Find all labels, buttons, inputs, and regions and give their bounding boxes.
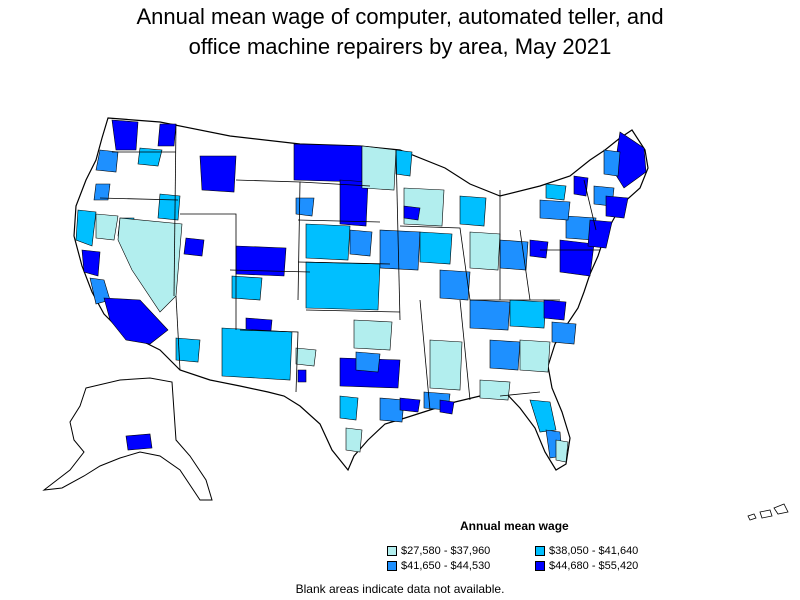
map-title-line-2: office machine repairers by area, May 20…	[188, 34, 612, 59]
legend-title: Annual mean wage	[460, 519, 569, 533]
area	[349, 229, 373, 257]
area	[519, 339, 551, 373]
area	[545, 183, 567, 201]
area	[605, 195, 629, 219]
legend-item-tier-3: $41,650 - $44,530	[387, 560, 490, 572]
hawaii-islands	[747, 503, 789, 521]
area	[529, 399, 557, 433]
area	[95, 149, 119, 173]
area	[539, 199, 571, 221]
area	[305, 261, 381, 311]
area	[603, 149, 621, 177]
area	[93, 183, 111, 201]
area	[111, 119, 139, 151]
area	[297, 369, 307, 383]
area	[293, 143, 363, 183]
area	[95, 213, 119, 241]
area	[157, 193, 181, 221]
area	[353, 319, 393, 351]
area	[399, 397, 421, 413]
area	[103, 297, 169, 345]
area	[509, 299, 547, 329]
area	[339, 357, 401, 389]
area	[479, 379, 511, 401]
area	[469, 299, 511, 331]
area	[199, 155, 237, 193]
area	[587, 219, 613, 249]
area	[81, 249, 101, 277]
legend-item-tier-1: $27,580 - $37,960	[387, 545, 490, 557]
area	[137, 147, 163, 167]
area	[361, 145, 397, 191]
area	[529, 239, 549, 259]
area	[355, 351, 381, 373]
area	[157, 123, 177, 147]
legend-item-tier-4: $44,680 - $55,420	[535, 560, 638, 572]
area	[183, 237, 205, 257]
area	[295, 197, 315, 217]
area	[175, 337, 201, 363]
map-title: Annual mean wage of computer, automated …	[0, 2, 800, 62]
area	[295, 347, 317, 367]
legend-swatch	[387, 561, 397, 571]
area	[439, 399, 455, 415]
area	[221, 327, 293, 381]
legend-swatch	[535, 546, 545, 556]
map-title-line-1: Annual mean wage of computer, automated …	[136, 4, 664, 29]
area	[379, 397, 405, 423]
legend-label: $27,580 - $37,960	[401, 545, 491, 557]
state-boundaries	[99, 123, 600, 411]
area	[551, 321, 577, 345]
area	[345, 427, 363, 453]
area	[559, 239, 595, 277]
area	[231, 275, 263, 301]
legend-swatch	[387, 546, 397, 556]
area	[403, 205, 421, 221]
area	[419, 231, 453, 265]
legend-label: $38,050 - $41,640	[549, 545, 639, 557]
area	[469, 231, 501, 271]
area	[439, 269, 471, 301]
area	[459, 195, 487, 227]
area	[117, 217, 183, 313]
area	[379, 229, 421, 271]
area	[339, 395, 359, 421]
area	[543, 299, 567, 321]
area	[429, 339, 463, 391]
area	[305, 223, 351, 261]
area	[395, 149, 413, 177]
area	[573, 175, 589, 197]
area	[75, 209, 97, 247]
alaska-area	[125, 433, 153, 451]
legend-label: $41,650 - $44,530	[401, 560, 491, 572]
area	[339, 179, 369, 227]
legend-item-tier-2: $38,050 - $41,640	[535, 545, 638, 557]
no-data-note: Blank areas indicate data not available.	[295, 582, 505, 596]
area	[555, 439, 569, 463]
legend-swatch	[535, 561, 545, 571]
area	[489, 339, 521, 371]
county-areas	[75, 119, 647, 463]
legend-label: $44,680 - $55,420	[549, 560, 639, 572]
